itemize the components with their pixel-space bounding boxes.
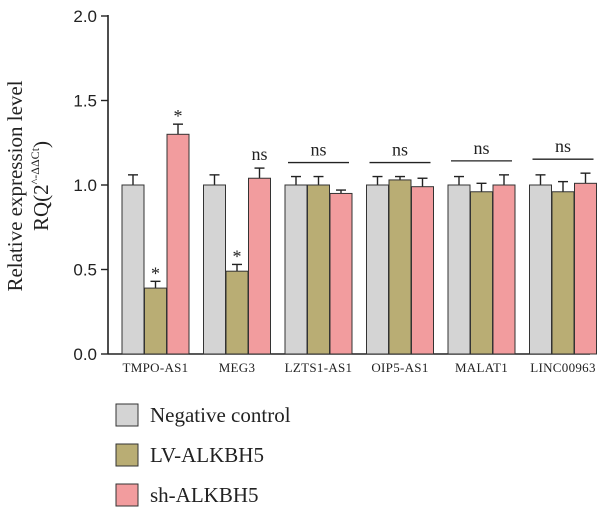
bar <box>248 177 271 355</box>
significance-annotations: * * * ns ns ns ns ns <box>151 106 594 283</box>
bar <box>447 184 471 355</box>
legend-label: LV-ALKBH5 <box>150 443 264 467</box>
legend-swatch <box>115 403 139 427</box>
bar <box>574 182 597 355</box>
legend-label: sh-ALKBH5 <box>150 483 259 507</box>
bar <box>492 184 516 355</box>
significance-label: * <box>233 246 242 266</box>
y-tick-label: 1.0 <box>73 176 97 195</box>
y-tick-label: 0.5 <box>73 261 97 280</box>
significance-label: ns <box>555 136 571 156</box>
y-axis-label-line2: RQ(2^-ΔΔCt) <box>28 141 53 231</box>
bar <box>551 191 575 355</box>
x-tick-label: LZTS1-AS1 <box>285 360 353 375</box>
legend-swatch <box>115 483 139 507</box>
bar <box>225 270 249 355</box>
bar <box>307 184 330 355</box>
bar <box>366 184 389 355</box>
bar <box>203 184 226 355</box>
x-tick-label: OIP5-AS1 <box>371 360 428 375</box>
bar <box>121 184 145 355</box>
x-tick-label: MALAT1 <box>455 360 508 375</box>
y-axis-label-line1: Relative expression level <box>3 80 27 291</box>
bar <box>529 184 552 355</box>
bar <box>144 287 167 355</box>
legend-swatch <box>115 443 139 467</box>
bar <box>411 186 434 355</box>
bars: TMPO-AS1 MEG3 LZTS1-AS1 OIP5-AS1 MALAT1 LINC0… <box>121 123 597 375</box>
bar <box>166 133 190 355</box>
y-tick-label: 0.0 <box>73 345 97 364</box>
bar <box>470 191 493 355</box>
bar <box>329 192 353 355</box>
legend-label: Negative control <box>150 403 291 427</box>
y-tick-label: 1.5 <box>73 92 97 111</box>
bar <box>388 179 412 355</box>
x-tick-label: TMPO-AS1 <box>123 360 189 375</box>
significance-label: * <box>151 263 160 283</box>
y-tick-label: 2.0 <box>73 7 97 26</box>
legend: Negative control LV-ALKBH5 sh-ALKBH5 <box>115 403 291 507</box>
significance-label: ns <box>473 138 489 158</box>
x-tick-label: LINC00963 <box>530 360 596 375</box>
significance-label: ns <box>310 140 326 160</box>
y-axis-label: Relative expression level RQ(2^-ΔΔCt) <box>3 80 53 291</box>
bar <box>284 184 308 355</box>
significance-label: * <box>174 106 183 126</box>
significance-label: ns <box>251 144 267 164</box>
x-tick-label: MEG3 <box>219 360 256 375</box>
significance-label: ns <box>392 140 408 160</box>
